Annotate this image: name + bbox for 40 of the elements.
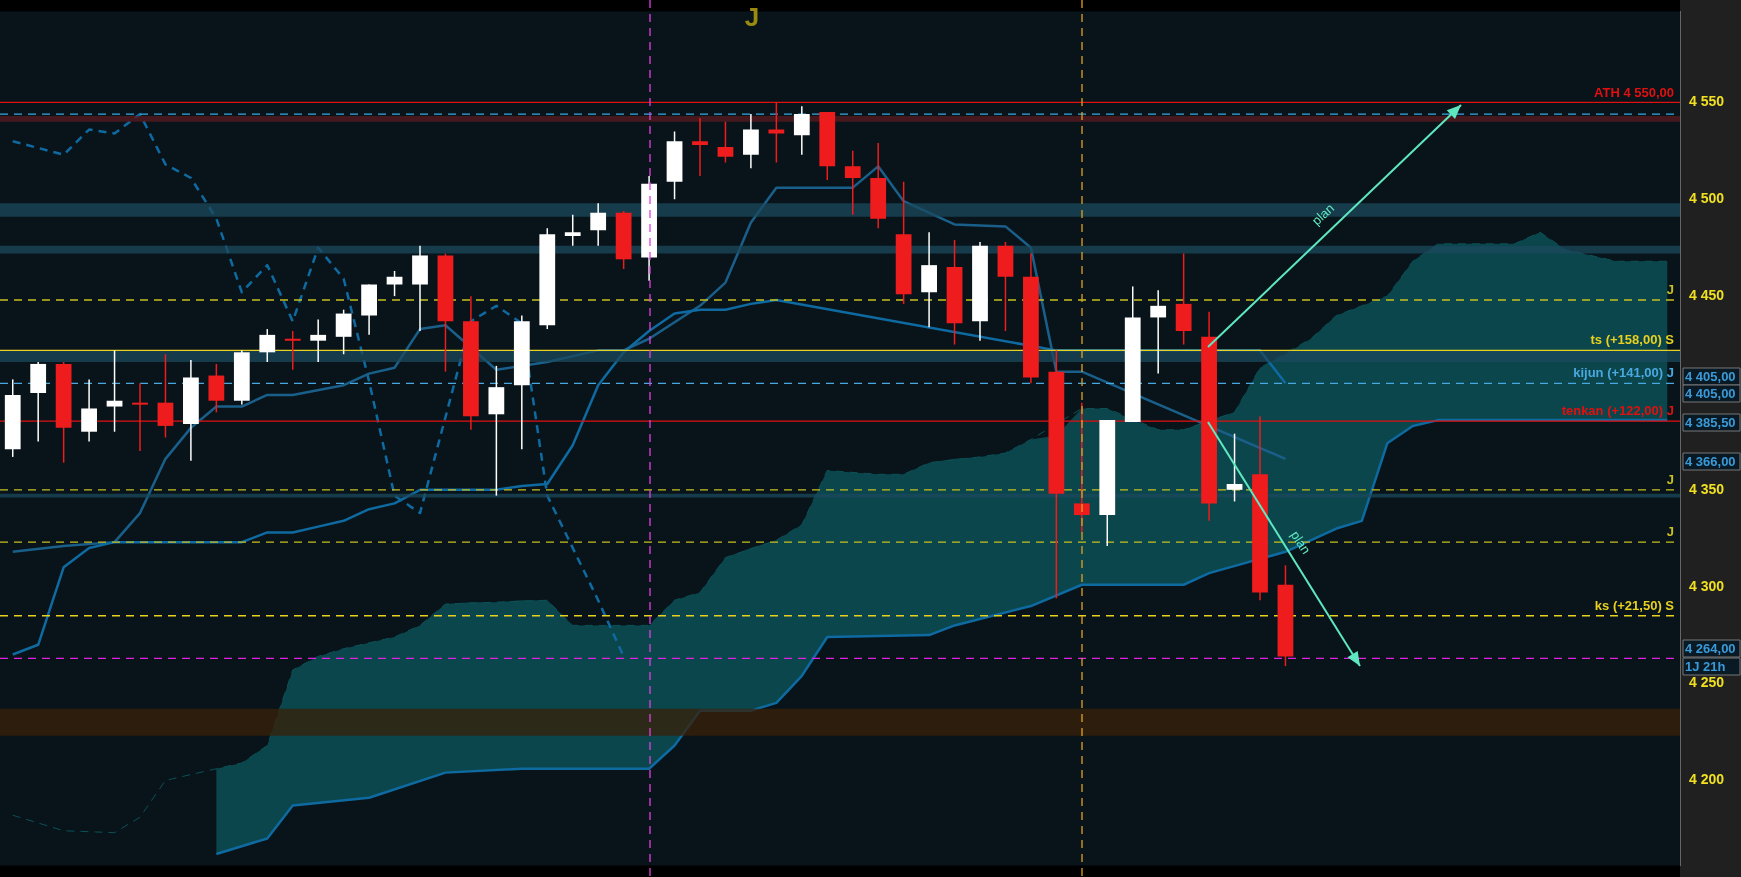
ref-line-label: kijun (+141,00) J: [1573, 365, 1674, 381]
candlestick: [259, 328, 276, 363]
text: 4 405,00: [1685, 368, 1736, 384]
candlestick: [335, 308, 352, 355]
ref-line-label: J: [1666, 524, 1674, 540]
candlestick: [717, 121, 734, 164]
candlestick: [106, 349, 123, 433]
y-tick-label: 4 300: [1689, 577, 1725, 594]
y-tick-label: 4 550: [1689, 93, 1725, 110]
ref-line-label: ks (+21,50) S: [1594, 597, 1675, 613]
ref-line-label: ATH 4 550,00: [1594, 84, 1674, 100]
candlestick: [81, 378, 97, 443]
text: 1J 21h: [1685, 658, 1726, 674]
candlestick: [1226, 432, 1243, 503]
candlestick: [1150, 289, 1167, 375]
text: 4 405,00: [1685, 385, 1736, 401]
ref-line-label: J: [1666, 471, 1674, 487]
ref-line-label: ts (+158,00) S: [1590, 332, 1675, 348]
candlestick: [692, 117, 708, 177]
y-tick-label: 4 500: [1689, 190, 1725, 207]
text: 4 385,50: [1685, 414, 1736, 430]
candlestick: [793, 105, 810, 156]
y-tick-label: 4 250: [1689, 674, 1725, 691]
candlestick: [564, 214, 581, 247]
ref-line-label: J: [1666, 282, 1674, 298]
y-tick-label: 4 350: [1689, 480, 1725, 497]
chart-title: J: [744, 2, 760, 33]
y-tick-label: 4 200: [1689, 771, 1725, 788]
y-tick-label: 4 450: [1689, 286, 1725, 303]
candlestick: [284, 330, 301, 371]
annotation: plan: [1308, 200, 1337, 229]
candlestick: [590, 202, 607, 247]
candlestick: [386, 270, 403, 297]
candlestick: [132, 382, 148, 452]
ref-line-label: tenkan (+122,00) J: [1561, 403, 1674, 419]
candlestick: [844, 150, 861, 216]
text: 4 264,00: [1685, 640, 1736, 656]
text: 4 366,00: [1685, 453, 1736, 469]
candlestick: [157, 353, 174, 439]
candlestick: [310, 318, 327, 363]
